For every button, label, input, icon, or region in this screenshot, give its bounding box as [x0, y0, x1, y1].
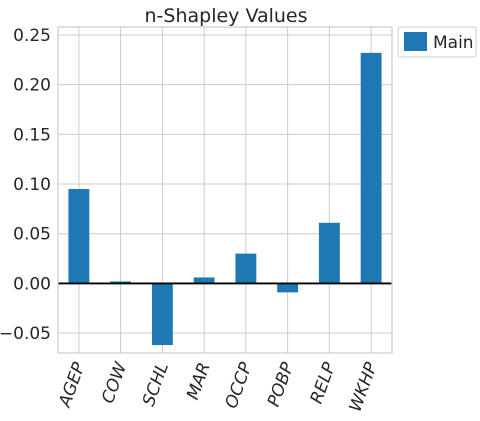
chart-title: n-Shapley Values: [144, 5, 307, 27]
x-tick-label: WKHP: [346, 359, 382, 414]
y-tick-label: 0.05: [13, 225, 51, 245]
y-tick-label: 0.20: [13, 76, 51, 96]
bars-layer: [58, 52, 392, 346]
bar-agep: [68, 189, 90, 284]
x-tick-label: POBP: [264, 359, 299, 409]
bar-relp: [318, 222, 340, 284]
y-axis-ticks: −0.05 0.00 0.05 0.10 0.15 0.20 0.25: [0, 26, 51, 344]
y-tick-label: −0.05: [0, 324, 51, 344]
y-tick-label: 0.15: [13, 125, 51, 145]
x-tick-label: AGEP: [55, 359, 90, 411]
legend: Main: [397, 26, 477, 58]
bar-cow: [110, 281, 132, 284]
plot-border: [57, 26, 393, 354]
y-tick-label: 0.25: [13, 26, 51, 46]
bar-wkhp: [360, 52, 382, 284]
grid-layer: [58, 27, 392, 353]
x-tick-label: OCCP: [222, 359, 257, 411]
y-tick-label: 0.00: [13, 274, 51, 294]
x-tick-label: COW: [98, 359, 132, 406]
legend-label-main: Main: [433, 33, 474, 53]
legend-swatch-main: [404, 32, 427, 51]
bar-mar: [193, 277, 215, 284]
bar-occp: [235, 253, 257, 284]
plot-frame: [57, 26, 393, 354]
x-tick-label: MAR: [183, 360, 215, 403]
bar-pobp: [277, 283, 299, 293]
x-tick-label: SCHL: [139, 360, 173, 409]
x-axis-ticks: AGEP COW SCHL MAR OCCP POBP RELP WKHP: [55, 359, 382, 415]
bar-schl: [151, 283, 173, 346]
x-tick-label: RELP: [307, 359, 341, 406]
y-tick-label: 0.10: [13, 175, 51, 195]
